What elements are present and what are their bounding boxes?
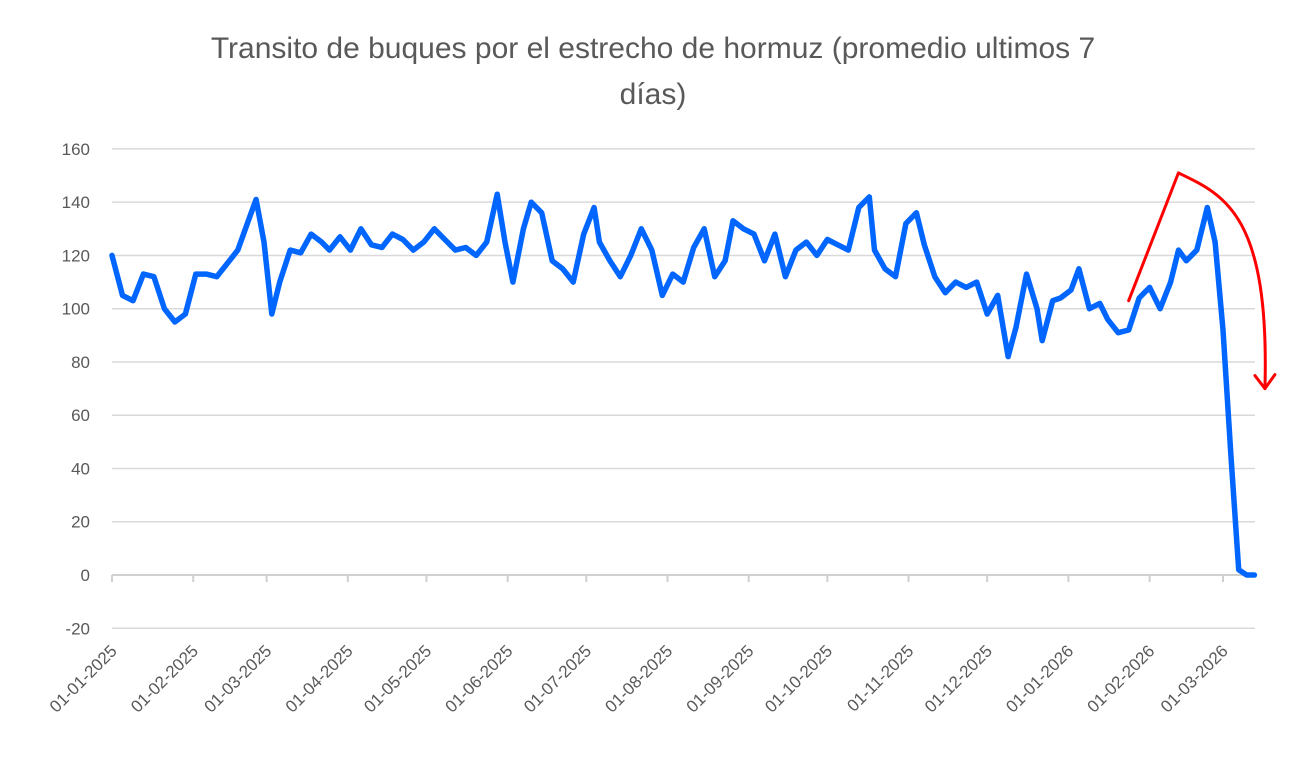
- x-axis: [111, 575, 1224, 582]
- x-tick-label: 01-01-2025: [46, 641, 121, 716]
- y-tick-label: 80: [71, 353, 90, 372]
- y-axis-labels: -20 0 20 40 60 80 100 120 140 160: [62, 140, 90, 638]
- gridlines: [112, 148, 1255, 630]
- y-tick-label: 120: [62, 246, 90, 265]
- x-tick-label: 01-12-2025: [921, 641, 996, 716]
- x-tick-label: 01-03-2025: [200, 641, 275, 716]
- y-tick-label: 0: [81, 566, 90, 585]
- y-tick-label: 40: [71, 459, 90, 478]
- y-tick-label: -20: [65, 619, 90, 638]
- y-tick-label: 100: [62, 300, 90, 319]
- y-tick-label: 60: [71, 406, 90, 425]
- x-tick-label: 01-01-2026: [1002, 641, 1077, 716]
- chart-title-line-1: Transito de buques por el estrecho de ho…: [210, 32, 1096, 65]
- arrowhead-icon: [1253, 373, 1277, 391]
- chart-title-line-2: días): [619, 78, 687, 111]
- x-tick-label: 01-11-2025: [843, 641, 917, 715]
- x-tick-label: 01-08-2025: [601, 641, 676, 716]
- x-tick-label: 01-07-2025: [520, 641, 595, 716]
- x-tick-label: 01-02-2026: [1084, 641, 1159, 716]
- x-tick-label: 01-03-2026: [1157, 641, 1232, 716]
- x-tick-label: 01-10-2025: [761, 641, 836, 716]
- y-tick-label: 160: [62, 140, 90, 159]
- x-tick-label: 01-02-2025: [127, 641, 202, 716]
- y-tick-label: 20: [71, 513, 90, 532]
- x-tick-label: 01-05-2025: [360, 641, 435, 716]
- data-series-line: [109, 191, 1258, 578]
- x-tick-label: 01-04-2025: [282, 641, 357, 716]
- x-tick-label: 01-06-2025: [442, 641, 517, 716]
- x-tick-label: 01-09-2025: [683, 641, 758, 716]
- red-arrow-annotation: [1127, 171, 1267, 391]
- y-tick-label: 140: [62, 193, 90, 212]
